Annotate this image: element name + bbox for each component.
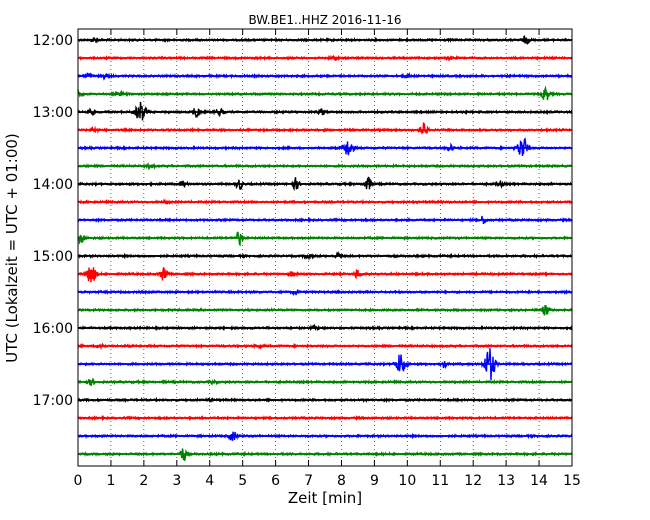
x-tick-label: 1 xyxy=(106,473,115,489)
x-tick-label: 12 xyxy=(464,473,482,489)
x-tick-label: 8 xyxy=(337,473,346,489)
x-tick-label: 6 xyxy=(271,473,280,489)
y-axis-label: UTC (Lokalzeit = UTC + 01:00) xyxy=(3,133,21,363)
y-tick-label: 15:00 xyxy=(33,249,73,265)
y-tick-label: 14:00 xyxy=(33,177,73,193)
x-tick-label: 0 xyxy=(74,473,83,489)
x-tick-label: 5 xyxy=(238,473,247,489)
y-tick-label: 12:00 xyxy=(33,33,73,49)
trace-group xyxy=(77,35,573,462)
y-tick-label: 16:00 xyxy=(33,321,73,337)
x-tick-label: 3 xyxy=(172,473,181,489)
x-tick-label: 14 xyxy=(530,473,548,489)
chart-title: BW.BE1..HHZ 2016-11-16 xyxy=(248,13,401,27)
x-tick-label: 7 xyxy=(304,473,313,489)
x-tick-label: 10 xyxy=(398,473,416,489)
x-axis-label: Zeit [min] xyxy=(288,489,362,507)
y-tick-label: 13:00 xyxy=(33,105,73,121)
y-tick-label: 17:00 xyxy=(33,393,73,409)
x-tick-label: 2 xyxy=(139,473,148,489)
y-tick-labels: 12:00 13:00 14:00 15:00 16:00 17:00 xyxy=(33,33,73,409)
plot-frame xyxy=(77,28,573,467)
grid-lines xyxy=(110,29,540,466)
x-tick-labels: 0 1 2 3 4 5 6 7 8 9 10 11 12 13 14 15 xyxy=(74,473,581,489)
x-tick-label: 9 xyxy=(370,473,379,489)
x-tick-label: 13 xyxy=(497,473,515,489)
x-tick-label: 11 xyxy=(431,473,449,489)
x-tick-label: 15 xyxy=(563,473,581,489)
x-tick-label: 4 xyxy=(205,473,214,489)
